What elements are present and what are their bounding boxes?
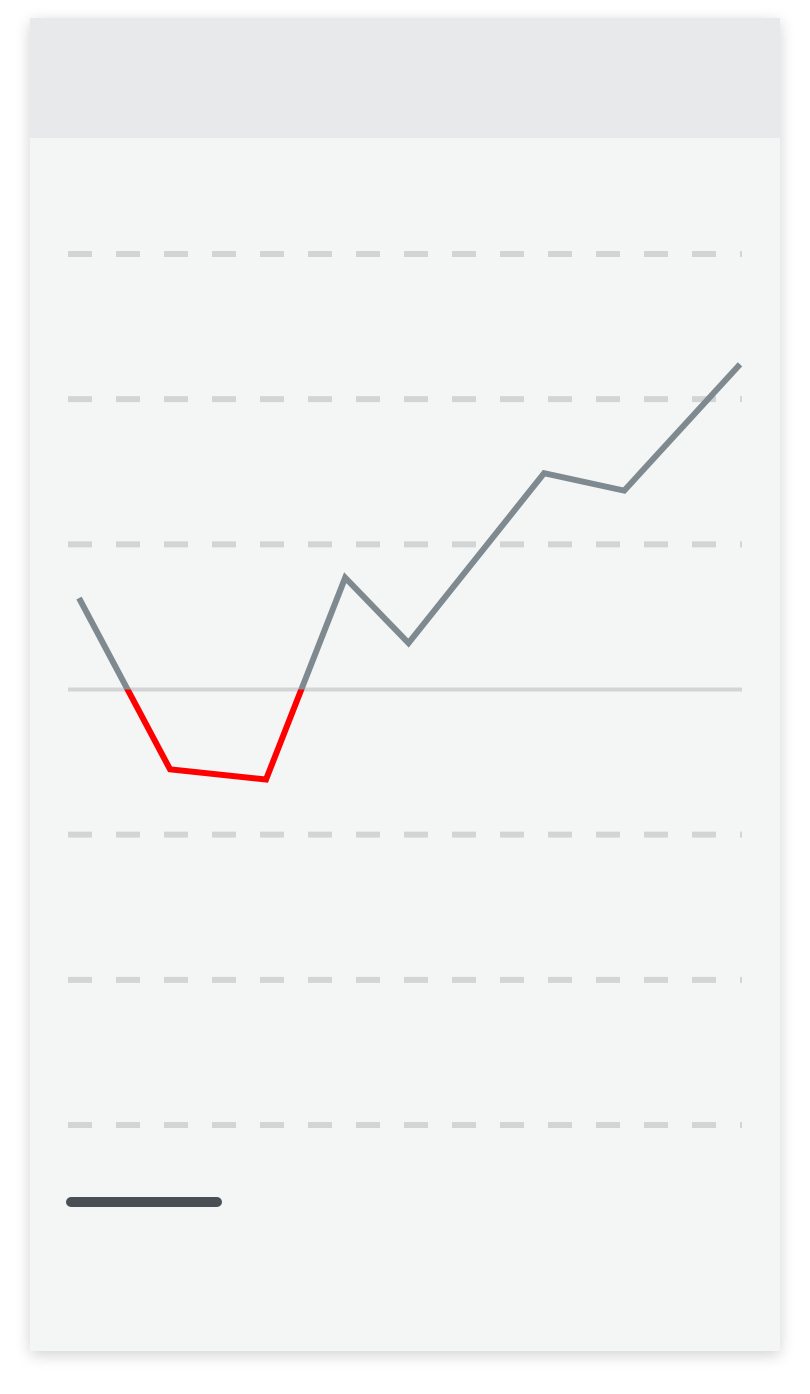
text-placeholder — [66, 1197, 222, 1207]
card — [30, 18, 780, 1351]
line-negative — [124, 689, 305, 783]
line — [76, 362, 743, 690]
card-header — [30, 18, 780, 138]
